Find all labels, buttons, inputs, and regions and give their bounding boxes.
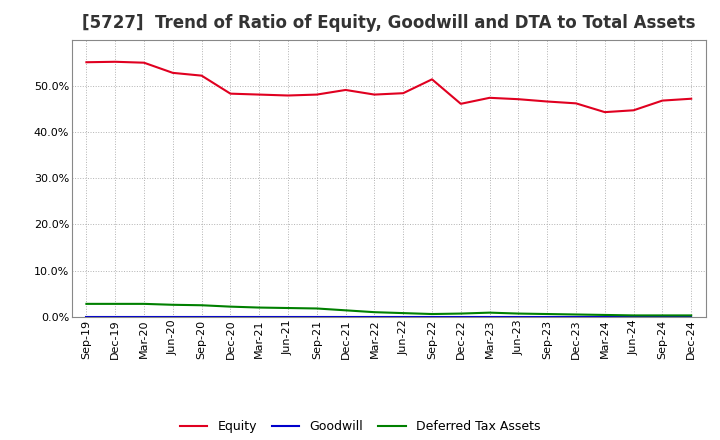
Deferred Tax Assets xyxy=(226,304,235,309)
Equity xyxy=(312,92,321,97)
Deferred Tax Assets xyxy=(255,305,264,310)
Goodwill xyxy=(255,314,264,319)
Equity xyxy=(111,59,120,64)
Goodwill xyxy=(140,314,148,319)
Equity xyxy=(399,91,408,96)
Equity xyxy=(629,108,638,113)
Equity xyxy=(543,99,552,104)
Equity xyxy=(82,59,91,65)
Line: Equity: Equity xyxy=(86,62,691,112)
Goodwill xyxy=(428,314,436,319)
Equity xyxy=(341,87,350,92)
Deferred Tax Assets xyxy=(428,312,436,317)
Goodwill xyxy=(514,314,523,319)
Deferred Tax Assets xyxy=(168,302,177,308)
Deferred Tax Assets xyxy=(514,311,523,316)
Equity xyxy=(168,70,177,76)
Equity xyxy=(226,91,235,96)
Goodwill xyxy=(543,314,552,319)
Goodwill xyxy=(111,314,120,319)
Deferred Tax Assets xyxy=(687,313,696,318)
Deferred Tax Assets xyxy=(658,313,667,318)
Deferred Tax Assets xyxy=(312,306,321,311)
Goodwill xyxy=(600,314,609,319)
Deferred Tax Assets xyxy=(111,301,120,307)
Goodwill xyxy=(82,314,91,319)
Goodwill xyxy=(341,314,350,319)
Goodwill xyxy=(226,314,235,319)
Deferred Tax Assets xyxy=(600,312,609,318)
Equity xyxy=(572,101,580,106)
Equity xyxy=(658,98,667,103)
Goodwill xyxy=(629,314,638,319)
Deferred Tax Assets xyxy=(629,313,638,318)
Deferred Tax Assets xyxy=(284,305,292,311)
Equity xyxy=(255,92,264,97)
Deferred Tax Assets xyxy=(543,312,552,317)
Goodwill xyxy=(370,314,379,319)
Goodwill xyxy=(168,314,177,319)
Equity xyxy=(284,93,292,98)
Goodwill xyxy=(197,314,206,319)
Legend: Equity, Goodwill, Deferred Tax Assets: Equity, Goodwill, Deferred Tax Assets xyxy=(175,415,545,438)
Equity xyxy=(428,77,436,82)
Equity xyxy=(140,60,148,65)
Goodwill xyxy=(312,314,321,319)
Deferred Tax Assets xyxy=(370,309,379,315)
Goodwill xyxy=(456,314,465,319)
Deferred Tax Assets xyxy=(485,310,494,315)
Deferred Tax Assets xyxy=(399,311,408,316)
Goodwill xyxy=(485,314,494,319)
Deferred Tax Assets xyxy=(341,308,350,313)
Deferred Tax Assets xyxy=(456,311,465,316)
Equity xyxy=(687,96,696,101)
Equity xyxy=(514,96,523,102)
Title: [5727]  Trend of Ratio of Equity, Goodwill and DTA to Total Assets: [5727] Trend of Ratio of Equity, Goodwil… xyxy=(82,15,696,33)
Equity xyxy=(370,92,379,97)
Equity xyxy=(197,73,206,78)
Goodwill xyxy=(399,314,408,319)
Equity xyxy=(485,95,494,100)
Line: Deferred Tax Assets: Deferred Tax Assets xyxy=(86,304,691,315)
Deferred Tax Assets xyxy=(140,301,148,307)
Equity xyxy=(600,110,609,115)
Deferred Tax Assets xyxy=(197,303,206,308)
Goodwill xyxy=(687,314,696,319)
Equity xyxy=(456,101,465,106)
Goodwill xyxy=(658,314,667,319)
Goodwill xyxy=(284,314,292,319)
Goodwill xyxy=(572,314,580,319)
Deferred Tax Assets xyxy=(82,301,91,307)
Deferred Tax Assets xyxy=(572,312,580,317)
